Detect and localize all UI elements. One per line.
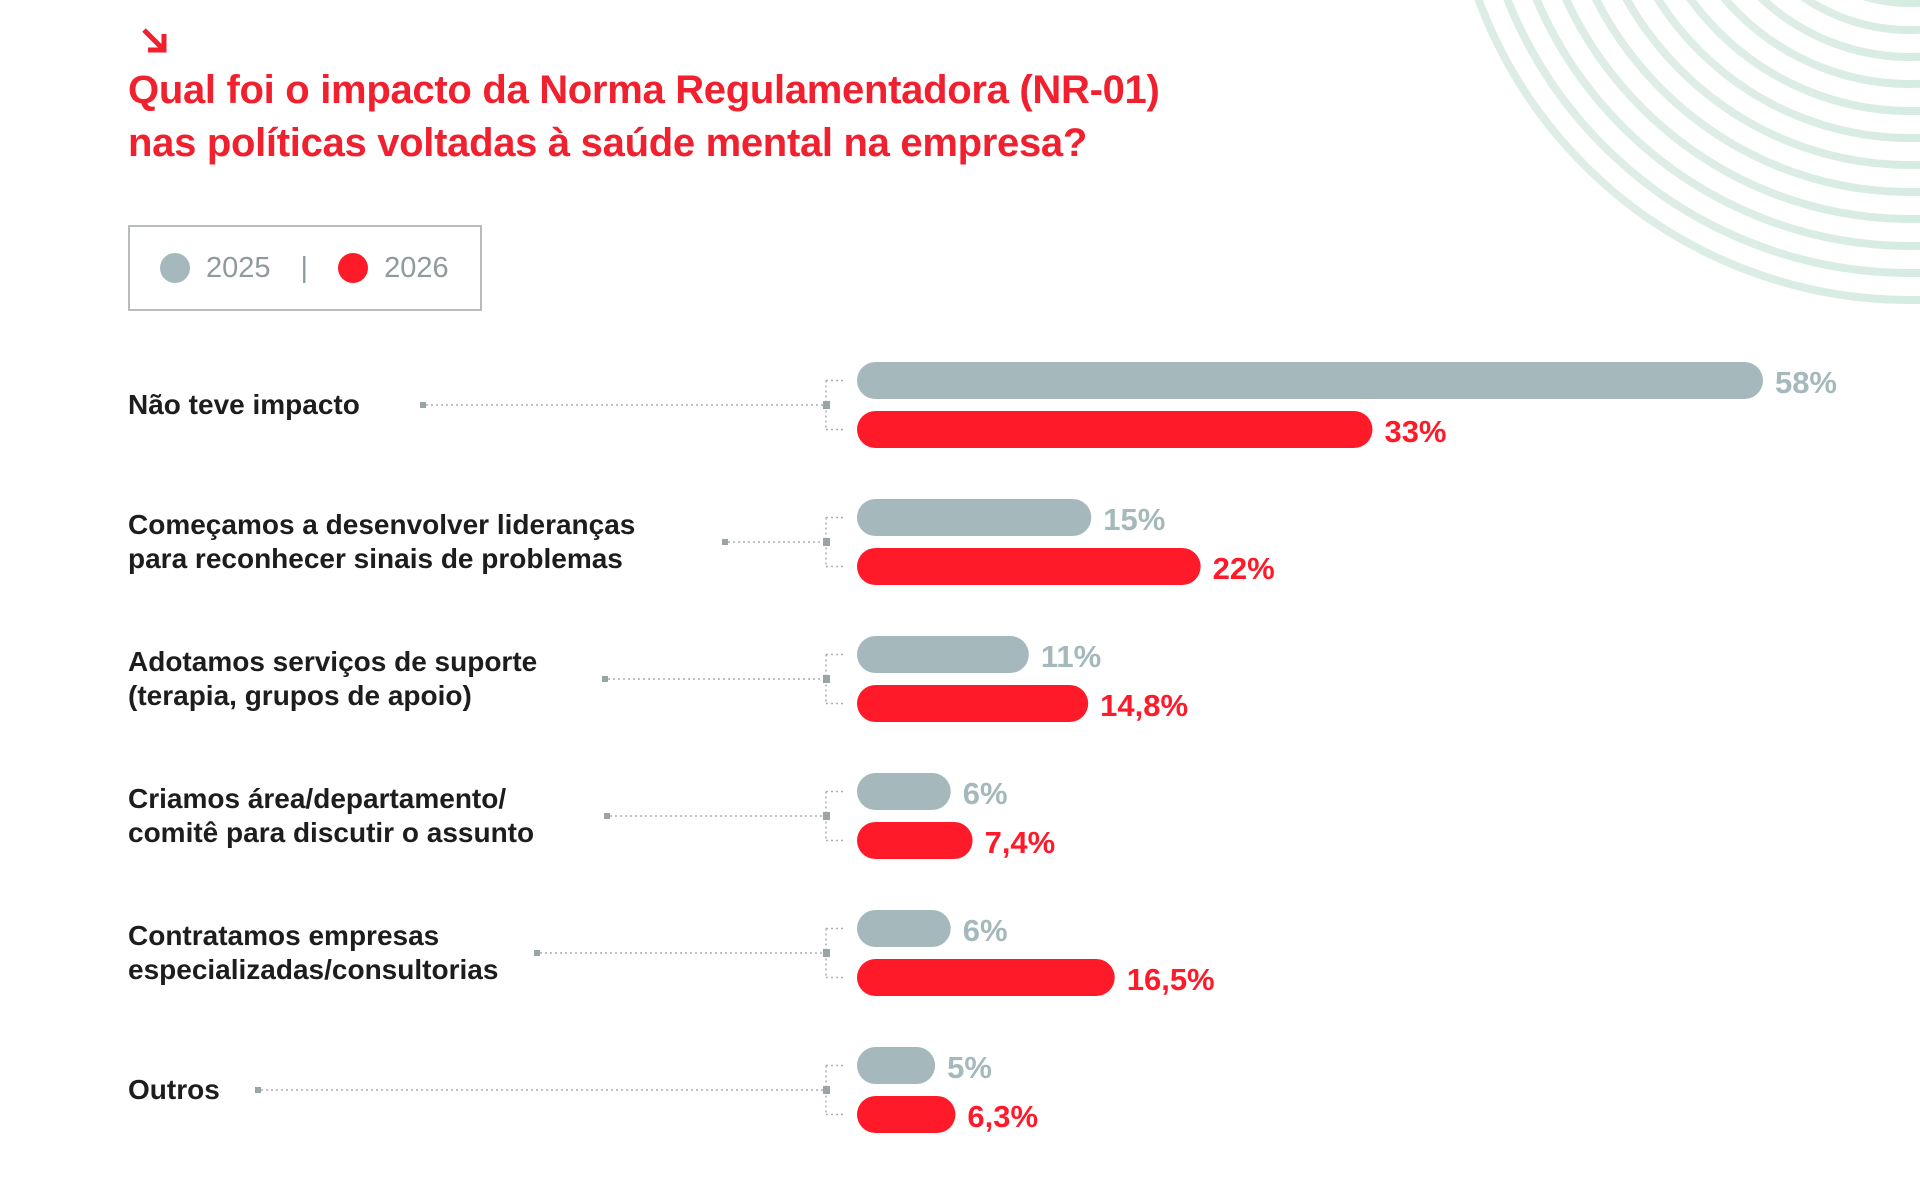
category-label: Outros — [128, 1073, 220, 1107]
connector-dot — [255, 1087, 261, 1093]
bar-2026 — [857, 685, 1089, 722]
category-label-line: Contratamos empresas — [128, 920, 440, 951]
value-label-2026: 33% — [1384, 414, 1447, 449]
decorative-ring — [1474, 0, 1920, 304]
legend-label-2026: 2026 — [384, 251, 449, 284]
connector-node — [823, 812, 830, 820]
decorative-ring — [1532, 0, 1920, 250]
value-label-2025: 58% — [1774, 365, 1837, 400]
connector-node — [823, 401, 830, 409]
bar-2025 — [857, 773, 951, 810]
category-label-line: Criamos área/departamento/ — [128, 783, 507, 814]
category-label-line: Adotamos serviços de suporte — [128, 646, 538, 677]
connector-node — [823, 675, 830, 683]
legend-separator: | — [300, 251, 309, 284]
bar-2026 — [857, 548, 1201, 585]
category-label-line: para reconhecer sinais de problemas — [128, 543, 623, 574]
category-label: Criamos área/departamento/comitê para di… — [128, 782, 534, 850]
category-label-line: Outros — [128, 1074, 220, 1105]
category-label-line: Começamos a desenvolver lideranças — [128, 509, 636, 540]
connector-dot — [722, 539, 728, 545]
connector-dot — [604, 813, 610, 819]
bar-2025 — [857, 1047, 936, 1084]
legend: 2025 | 2026 — [128, 225, 482, 311]
connector-line — [610, 790, 846, 842]
bar-2026 — [857, 1096, 956, 1133]
connector-node — [823, 1086, 830, 1094]
bar-2026 — [857, 411, 1373, 448]
connector-dot — [602, 676, 608, 682]
value-label-2026: 6,3% — [967, 1099, 1039, 1134]
connector-line — [261, 1064, 846, 1116]
category-label-line: Não teve impacto — [128, 389, 360, 420]
bar-2026 — [857, 959, 1115, 996]
value-label-2025: 5% — [947, 1050, 992, 1085]
arrow-down-right-icon — [142, 28, 167, 53]
decorative-ring — [1686, 0, 1920, 115]
category-label-line: especializadas/consultorias — [128, 954, 499, 985]
title-line-2: nas políticas voltadas à saúde mental na… — [128, 121, 1088, 165]
bar-2025 — [857, 636, 1029, 673]
bar-2026 — [857, 822, 973, 859]
category-label: Contratamos empresas especializadas/consu… — [128, 919, 498, 987]
decorative-ring — [1653, 0, 1920, 142]
decorative-ring — [1862, 0, 1920, 7]
decorative-ring — [1800, 0, 1920, 34]
page-title: Qual foi o impacto da Norma Regulamentad… — [128, 64, 1160, 170]
decorative-ring — [1622, 0, 1920, 169]
category-label-line: (terapia, grupos de apoio) — [128, 680, 472, 711]
value-label-2026: 14,8% — [1100, 688, 1189, 723]
bar-2025 — [857, 910, 951, 947]
value-label-2026: 16,5% — [1126, 962, 1215, 997]
decorative-ring — [1757, 0, 1920, 61]
category-label: Adotamos serviços de suporte (terapia, gr… — [128, 645, 537, 713]
concentric-arcs-decoration — [1474, 0, 1920, 304]
legend-label-2025: 2025 — [206, 251, 271, 284]
legend-dot-2025 — [160, 253, 190, 283]
connector-line — [608, 653, 846, 705]
title-line-1: Qual foi o impacto da Norma Regulamentad… — [128, 68, 1160, 112]
connector-line — [426, 379, 846, 431]
value-label-2026: 22% — [1212, 551, 1275, 586]
decorative-ring — [1562, 0, 1920, 223]
decorative-ring — [1720, 0, 1920, 88]
decorative-ring — [1503, 0, 1920, 277]
bar-2025 — [857, 499, 1092, 536]
value-label-2026: 7,4% — [984, 825, 1056, 860]
value-label-2025: 6% — [962, 913, 1008, 948]
value-label-2025: 6% — [962, 776, 1008, 811]
value-label-2025: 11% — [1040, 639, 1102, 674]
connector-dot — [534, 950, 540, 956]
value-label-2025: 15% — [1103, 502, 1166, 537]
connector-node — [823, 538, 830, 546]
connector-node — [823, 949, 830, 957]
connector-line — [540, 927, 846, 979]
category-label-line: comitê para discutir o assunto — [128, 817, 535, 848]
decorative-ring — [1592, 0, 1920, 196]
connector-dot — [420, 402, 426, 408]
category-label: Começamos a desenvolver lideranças para r… — [128, 508, 635, 576]
bar-2025 — [857, 362, 1763, 399]
legend-dot-2026 — [338, 253, 369, 283]
category-label: Não teve impacto — [128, 388, 360, 422]
